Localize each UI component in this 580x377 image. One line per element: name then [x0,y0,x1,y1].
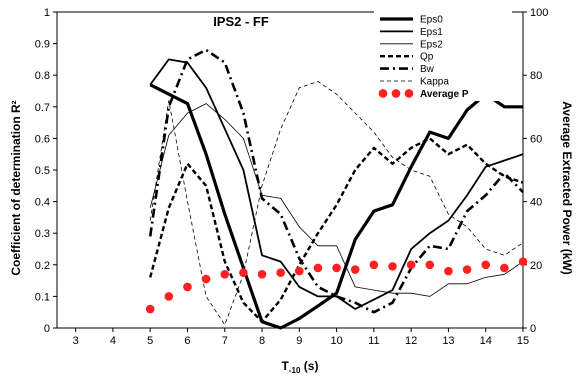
x-tick-label: 6 [184,335,190,347]
average-p-point [462,265,472,274]
x-axis-title-sub: -10 [289,366,301,375]
legend-marker [404,89,414,98]
series-eps0-line [149,83,523,330]
legend-label-eps1: Eps1 [420,27,443,38]
x-tick-label: 11 [368,335,379,347]
x-tick-label: 3 [73,335,79,347]
average-p-point [201,274,211,284]
y-tick-label: 0.1 [35,291,50,303]
y-tick-label: 0 [44,323,50,335]
y2-tick-label: 0 [530,323,536,335]
y2-tick-label: 20 [530,260,542,272]
average-p-point [257,269,267,279]
x-axis-title: T-10 (s) [282,359,319,375]
y-tick-label: 0.7 [35,102,50,114]
legend-marker [391,89,401,98]
legend-label-kappa: Kappa [420,77,449,88]
series-kappa-line [149,81,524,326]
y2-tick-label: 40 [530,197,542,209]
average-p-point [444,266,453,276]
average-p-point [276,268,285,278]
legend-label-average-p: Average P [420,89,469,100]
average-p-point [350,265,360,274]
y-tick-label: 0.4 [35,197,50,209]
y-tick-label: 0.6 [35,133,50,145]
y2-axis-title: Average Extracted Power (kW) [560,101,574,275]
average-p-point [500,263,509,273]
legend-label-bw: Bw [420,64,435,75]
x-tick-label: 8 [259,335,265,347]
average-p-point [239,268,248,278]
series-eps2-line [149,103,524,297]
y-tick-label: 0.2 [35,260,50,272]
average-p-point [145,304,155,314]
x-tick-label: 12 [405,335,417,347]
legend-label-eps2: Eps2 [420,39,443,50]
legend-marker [378,89,388,98]
average-p-point [332,263,341,273]
x-tick-label: 10 [330,335,342,347]
chart-title: IPS2 - FF [213,14,269,29]
axes: 3 4 5 6 7 8 9 10 11 12 13 14 1500.10.20.30.40.50.60.… [35,7,549,347]
x-tick-label: 4 [110,335,116,347]
y2-tick-label: 100 [530,7,548,19]
y2-tick-label: 60 [530,133,542,145]
series-layer [145,48,528,330]
average-p-point [295,266,304,276]
average-p-point [313,263,323,273]
average-p-point [183,282,192,292]
average-p-point [220,269,230,279]
series-eps1-line [149,58,524,310]
y-tick-label: 0.5 [35,165,50,177]
average-p-point [481,260,491,270]
average-p-point [425,260,435,270]
series-bw-line [148,48,524,314]
x-axis-title-main: T [282,359,290,373]
x-tick-label: 15 [517,335,529,347]
y2-tick-label: 80 [530,70,542,82]
y-tick-label: 0.9 [35,39,50,51]
x-tick-label: 7 [222,335,228,347]
x-tick-label: 14 [480,335,492,347]
y-tick-label: 1 [44,7,50,19]
average-p-point [406,260,416,270]
average-p-point [388,262,397,271]
x-tick-label: 5 [147,335,153,347]
average-p-point [164,292,174,301]
legend-label-eps0: Eps0 [420,15,443,26]
series-average-p [145,257,528,314]
average-p-point [518,257,528,266]
y-tick-label: 0.3 [35,228,50,240]
legend-label-qp: Qp [420,52,434,63]
x-tick-label: 13 [442,335,454,347]
x-tick-label: 9 [296,335,302,347]
y-axis-title: Coefficient of determination R² [9,100,23,275]
average-p-point [369,260,379,270]
y-tick-label: 0.8 [35,70,50,82]
x-axis-title-suffix: (s) [300,359,318,373]
